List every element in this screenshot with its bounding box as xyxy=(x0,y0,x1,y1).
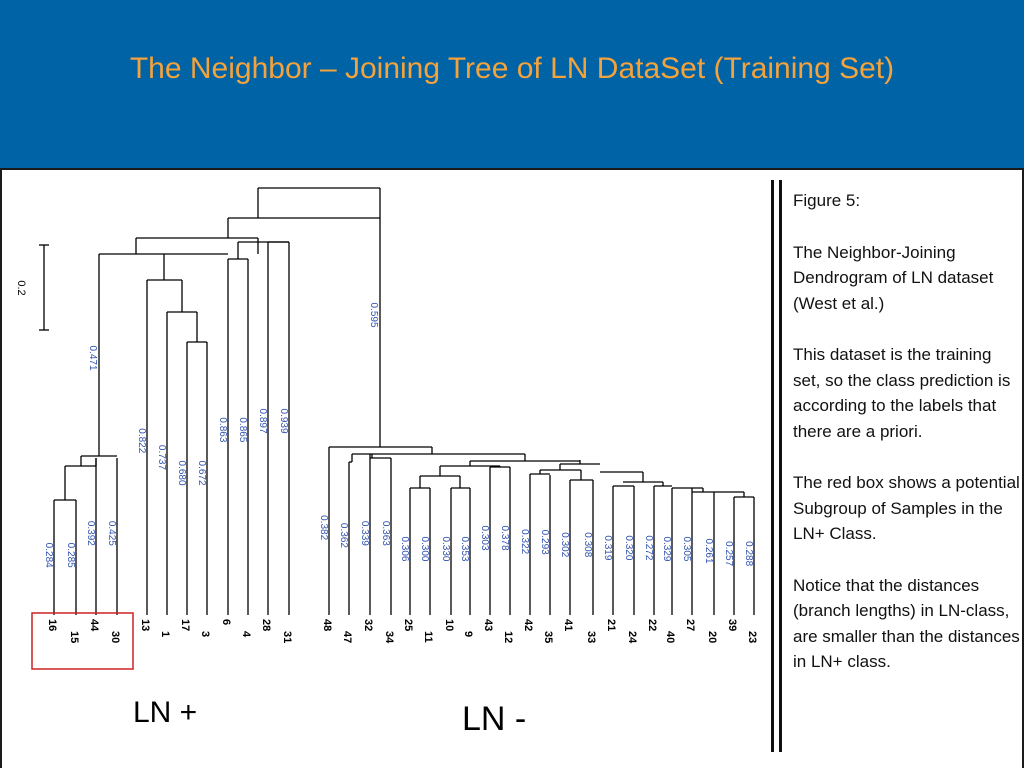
branch-length-label: 0.272 xyxy=(643,535,654,560)
scale-bar-label: 0.2 xyxy=(15,280,27,295)
branch-length-label: 0.353 xyxy=(459,536,470,561)
dendrogram-figure: 0.284 0.285 0.392 0.425 0.822 0.737 0.680 0.672… xyxy=(15,187,758,670)
leaf-label-44: 44 xyxy=(88,619,100,632)
leaf-label-20: 20 xyxy=(706,631,718,643)
branch-length-label: 0.306 xyxy=(399,536,410,561)
branch-length-label: 0.865 xyxy=(237,417,248,442)
branch-length-label: 0.939 xyxy=(278,409,289,434)
branch-length-label: 0.363 xyxy=(380,521,391,546)
header-divider xyxy=(0,168,1024,170)
caption-divider-line xyxy=(779,180,782,752)
branch-length-label: 0.680 xyxy=(176,461,187,486)
leaf-label-30: 30 xyxy=(109,631,121,643)
caption-paragraph-2: This dataset is the training set, so the… xyxy=(793,345,1011,441)
leaf-label-21: 21 xyxy=(605,619,617,631)
branch-length-label: 0.308 xyxy=(582,532,593,557)
leaf-label-4: 4 xyxy=(240,631,252,638)
caption-paragraph-3: The red box shows a potential Subgroup o… xyxy=(793,473,1020,543)
slide-header: The Neighbor – Joining Tree of LN DataSe… xyxy=(0,0,1024,168)
leaf-label-34: 34 xyxy=(383,631,395,644)
branch-length-label: 0.392 xyxy=(85,521,96,546)
leaf-label-25: 25 xyxy=(402,619,414,631)
branch-length-label: 0.305 xyxy=(681,536,692,561)
slide-title: The Neighbor – Joining Tree of LN DataSe… xyxy=(129,52,895,85)
leaf-label-9: 9 xyxy=(462,631,474,637)
figure-caption: Figure 5: The Neighbor-Joining Dendrogra… xyxy=(793,188,1021,701)
leaf-label-13: 13 xyxy=(139,619,151,631)
ln-minus-class-label: LN - xyxy=(462,700,527,738)
branch-length-label: 0.382 xyxy=(318,515,329,540)
ln-plus-stem-label: 0.471 xyxy=(87,345,98,370)
branch-length-label: 0.319 xyxy=(602,535,613,560)
leaf-label-27: 27 xyxy=(684,619,696,631)
leaf-label-23: 23 xyxy=(746,631,758,643)
ln-plus-class-label: LN + xyxy=(133,696,198,729)
caption-heading: Figure 5: xyxy=(793,191,861,210)
branch-length-label: 0.863 xyxy=(217,417,228,442)
frame-border-right xyxy=(1022,170,1024,768)
leaf-label-15: 15 xyxy=(68,631,80,643)
branch-length-label: 0.261 xyxy=(703,539,714,564)
leaf-label-40: 40 xyxy=(664,631,676,643)
subgroup-highlight-box xyxy=(31,612,134,670)
leaf-label-24: 24 xyxy=(626,631,638,644)
branch-length-label: 0.672 xyxy=(196,461,207,486)
leaf-label-22: 22 xyxy=(646,619,658,631)
leaf-label-33: 33 xyxy=(585,631,597,643)
leaf-label-6: 6 xyxy=(220,619,232,625)
branch-length-label: 0.257 xyxy=(723,541,734,566)
branch-length-label: 0.329 xyxy=(661,536,672,561)
branch-length-label: 0.284 xyxy=(43,543,54,568)
branch-length-labels: 0.284 0.285 0.392 0.425 0.822 0.737 0.680 0.672… xyxy=(43,302,754,568)
leaf-label-1: 1 xyxy=(159,631,171,637)
scale-bar xyxy=(39,244,49,331)
leaf-label-43: 43 xyxy=(482,619,494,631)
caption-paragraph-1: The Neighbor-Joining Dendrogram of LN da… xyxy=(793,242,994,313)
branch-length-label: 0.897 xyxy=(257,409,268,434)
caption-paragraph-4: Notice that the distances (branch length… xyxy=(793,575,1020,672)
leaf-label-41: 41 xyxy=(562,619,574,631)
branch-length-label: 0.285 xyxy=(65,543,76,568)
leaf-label-10: 10 xyxy=(443,619,455,631)
tree-branches xyxy=(53,187,755,615)
branch-length-label: 0.293 xyxy=(539,530,550,555)
leaf-label-48: 48 xyxy=(321,619,333,631)
branch-length-label: 0.330 xyxy=(440,536,451,561)
leaf-label-35: 35 xyxy=(542,631,554,643)
branch-length-label: 0.737 xyxy=(156,445,167,470)
leaf-label-3: 3 xyxy=(199,631,211,637)
branch-length-label: 0.302 xyxy=(559,532,570,557)
caption-divider-line xyxy=(771,180,774,752)
leaf-label-28: 28 xyxy=(260,619,272,631)
leaf-label-42: 42 xyxy=(522,619,534,631)
leaf-label-32: 32 xyxy=(362,619,374,631)
leaf-label-31: 31 xyxy=(281,631,293,643)
leaf-label-47: 47 xyxy=(341,631,353,643)
branch-length-label: 0.303 xyxy=(479,526,490,551)
branch-length-label: 0.320 xyxy=(623,535,634,560)
leaf-labels: 16 15 44 30 13 1 17 3 6 4 28 31 48 47 32 34 25 11 10 9 43 12 4… xyxy=(46,619,758,644)
ln-minus-stem-label: 0.595 xyxy=(368,302,379,327)
branch-length-label: 0.339 xyxy=(359,521,370,546)
branch-length-label: 0.288 xyxy=(743,541,754,566)
leaf-label-17: 17 xyxy=(179,619,191,631)
leaf-label-12: 12 xyxy=(502,631,514,643)
branch-length-label: 0.425 xyxy=(106,521,117,546)
branch-length-label: 0.322 xyxy=(519,529,530,554)
branch-length-label: 0.822 xyxy=(136,428,147,453)
leaf-label-11: 11 xyxy=(422,631,434,643)
branch-length-label: 0.378 xyxy=(499,526,510,551)
branch-length-label: 0.362 xyxy=(338,523,349,548)
branch-length-label: 0.300 xyxy=(419,536,430,561)
frame-border-left xyxy=(0,170,2,768)
leaf-label-39: 39 xyxy=(726,619,738,631)
leaf-label-16: 16 xyxy=(46,619,58,631)
